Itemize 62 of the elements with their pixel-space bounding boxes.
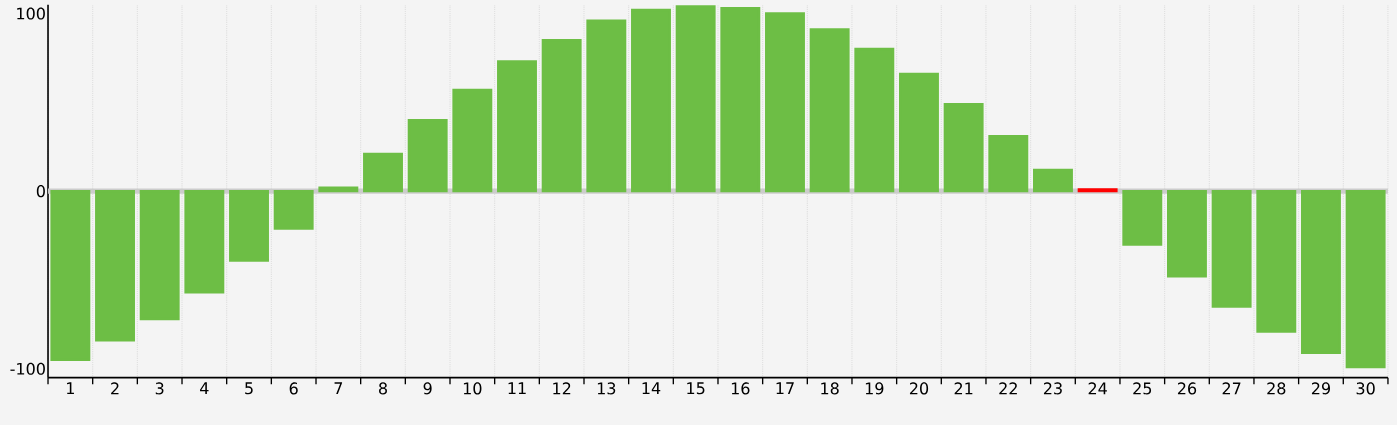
x-tick-label: 22 xyxy=(999,382,1017,395)
bar xyxy=(899,72,939,193)
x-tick-label: 29 xyxy=(1311,382,1331,395)
x-tick-label: 27 xyxy=(1222,382,1241,395)
x-tick-label: 17 xyxy=(776,382,794,395)
x-tick-label: 30 xyxy=(1356,382,1375,395)
x-tick-label: 26 xyxy=(1177,382,1197,395)
bar xyxy=(1033,168,1073,193)
bar xyxy=(675,5,716,193)
bar xyxy=(1345,189,1386,369)
y-tick-label: 0 xyxy=(36,185,45,198)
x-tick-label: 19 xyxy=(865,382,884,395)
bar xyxy=(1167,189,1207,278)
x-tick-label: 21 xyxy=(954,382,973,395)
bar xyxy=(318,186,359,193)
bar xyxy=(943,102,984,193)
x-tick-label: 5 xyxy=(245,382,253,395)
x-tick-label: 3 xyxy=(155,382,164,395)
y-tick-label: 100 xyxy=(17,7,45,20)
x-tick-label: 18 xyxy=(821,382,839,395)
bar xyxy=(988,134,1029,193)
bar xyxy=(720,7,761,193)
bar xyxy=(50,189,91,362)
x-tick-label: 13 xyxy=(597,382,616,395)
bar xyxy=(407,118,448,193)
bar xyxy=(1256,189,1297,333)
bar xyxy=(541,38,582,193)
bar xyxy=(631,8,671,193)
bar xyxy=(1122,189,1163,246)
x-tick-label: 20 xyxy=(909,382,929,395)
x-tick-label: 24 xyxy=(1088,382,1107,395)
bar xyxy=(1211,189,1252,308)
bar xyxy=(452,88,493,193)
x-tick-label: 6 xyxy=(289,382,298,395)
bar xyxy=(765,12,805,193)
x-tick-label: 7 xyxy=(334,382,343,395)
bar xyxy=(809,28,850,193)
bar xyxy=(586,19,627,193)
x-tick-label: 14 xyxy=(642,382,661,395)
x-tick-label: 16 xyxy=(731,382,750,395)
bar xyxy=(139,189,180,321)
y-tick-label: -100 xyxy=(10,362,45,375)
bar xyxy=(363,152,403,193)
x-tick-label: 12 xyxy=(553,382,571,395)
x-tick-label: 10 xyxy=(463,382,482,395)
bar xyxy=(1301,189,1341,354)
bar xyxy=(273,189,314,230)
x-tick-label: 25 xyxy=(1133,382,1152,395)
x-tick-label: 9 xyxy=(423,382,432,395)
x-tick-label: 8 xyxy=(379,382,387,395)
x-tick-label: 2 xyxy=(111,382,119,395)
x-tick-label: 28 xyxy=(1267,382,1286,395)
bar xyxy=(854,47,895,193)
x-tick-label: 15 xyxy=(687,382,705,395)
x-tick-label: 4 xyxy=(200,382,209,395)
bar xyxy=(229,189,269,262)
bar xyxy=(95,189,135,342)
x-tick-label: 11 xyxy=(508,382,526,395)
bar xyxy=(497,60,537,193)
x-tick-label: 23 xyxy=(1043,382,1062,395)
x-tick-label: 1 xyxy=(67,382,74,395)
bar xyxy=(184,189,225,294)
